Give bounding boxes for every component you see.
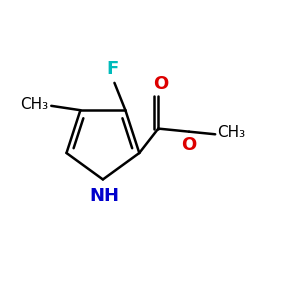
Text: O: O	[182, 136, 197, 154]
Text: CH₃: CH₃	[20, 97, 48, 112]
Text: CH₃: CH₃	[217, 125, 245, 140]
Text: NH: NH	[89, 187, 119, 205]
Text: F: F	[107, 60, 119, 78]
Text: O: O	[154, 75, 169, 93]
